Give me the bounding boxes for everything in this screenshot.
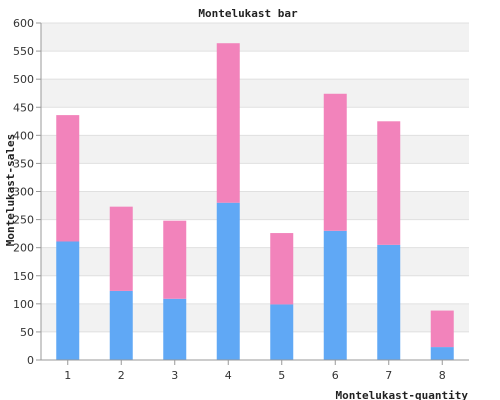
x-tick-label: 1	[64, 369, 71, 382]
grid-band	[41, 219, 469, 248]
bar-series1-cat-2	[109, 290, 133, 360]
x-tick-label: 5	[278, 369, 285, 382]
bar-series1-cat-6	[323, 230, 347, 360]
bars	[56, 43, 454, 360]
grid-band	[41, 275, 469, 304]
grid-band	[41, 23, 469, 52]
bar-series1-cat-5	[270, 304, 294, 360]
bar-series1-cat-1	[56, 241, 80, 360]
x-tick-label: 2	[118, 369, 125, 382]
bar-series1-cat-4	[216, 202, 240, 360]
bar-series1-cat-7	[377, 244, 401, 360]
y-tick-labels: 0 50 100 150 200 250 300 350 400 450 500 550 600	[13, 17, 34, 367]
y-tick-label: 500	[13, 73, 34, 86]
y-tick-label: 400	[13, 129, 34, 142]
x-tick-label: 4	[225, 369, 232, 382]
bar-series2-cat-5	[270, 233, 294, 305]
bar-series2-cat-8	[430, 310, 454, 348]
axes	[40, 23, 469, 361]
grid-band	[41, 51, 469, 80]
y-tick-label: 50	[20, 326, 34, 339]
bar-series2-cat-2	[109, 206, 133, 291]
y-tick-label: 350	[13, 157, 34, 170]
bar-series2-cat-4	[216, 43, 240, 203]
y-tick-label: 150	[13, 270, 34, 283]
grid-band	[41, 191, 469, 220]
y-tick-label: 100	[13, 298, 34, 311]
y-tick-label: 550	[13, 45, 34, 58]
x-tick-label: 8	[439, 369, 446, 382]
y-axis-label: Montelukast-sales	[4, 134, 17, 247]
chart-title: Montelukast bar	[198, 7, 298, 20]
x-tick-label: 3	[171, 369, 178, 382]
grid-band	[41, 79, 469, 108]
grid-band	[41, 331, 469, 360]
y-tick-label: 250	[13, 214, 34, 227]
bar-series2-cat-7	[377, 121, 401, 245]
grid-band	[41, 107, 469, 136]
y-tick-label: 300	[13, 186, 34, 199]
grid-band	[41, 303, 469, 332]
y-tick-label: 0	[27, 354, 34, 367]
y-tick-label: 200	[13, 242, 34, 255]
bar-series2-cat-1	[56, 115, 80, 242]
grid-band	[41, 135, 469, 164]
bar-series2-cat-6	[323, 93, 347, 231]
x-tick-label: 6	[332, 369, 339, 382]
grid-band	[41, 247, 469, 276]
x-tick-labels: 1 2 3 4 5 6 7 8	[64, 360, 446, 382]
bar-series1-cat-3	[163, 298, 187, 360]
x-axis-label: Montelukast-quantity	[336, 389, 469, 400]
grid-band	[41, 163, 469, 192]
y-tick-label: 450	[13, 101, 34, 114]
x-tick-label: 7	[385, 369, 392, 382]
bar-series1-cat-8	[430, 347, 454, 360]
y-tick-label: 600	[13, 17, 34, 30]
bar-series2-cat-3	[163, 220, 187, 299]
